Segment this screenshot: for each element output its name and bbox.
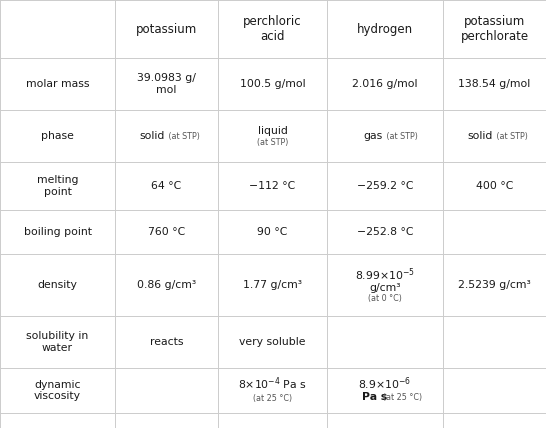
Text: −252.8 °C: −252.8 °C: [357, 227, 413, 237]
Text: potassium
perchlorate: potassium perchlorate: [460, 15, 529, 43]
Text: 2.016 g/mol: 2.016 g/mol: [352, 79, 418, 89]
Text: 760 °C: 760 °C: [148, 227, 185, 237]
Text: solubility in
water: solubility in water: [26, 331, 88, 353]
Text: 39.0983 g/
mol: 39.0983 g/ mol: [137, 73, 196, 95]
Text: −259.2 °C: −259.2 °C: [357, 181, 413, 191]
Text: 400 °C: 400 °C: [476, 181, 513, 191]
Text: 64 °C: 64 °C: [151, 181, 182, 191]
Text: 138.54 g/mol: 138.54 g/mol: [459, 79, 531, 89]
Text: phase: phase: [41, 131, 74, 141]
Text: (at 25 °C): (at 25 °C): [383, 393, 423, 402]
Text: (at STP): (at STP): [494, 132, 527, 141]
Text: 2.5239 g/cm³: 2.5239 g/cm³: [458, 280, 531, 290]
Text: 100.5 g/mol: 100.5 g/mol: [240, 79, 305, 89]
Text: potassium: potassium: [136, 23, 197, 36]
Text: −112 °C: −112 °C: [250, 181, 295, 191]
Text: melting
point: melting point: [37, 175, 78, 197]
Text: boiling point: boiling point: [23, 227, 92, 237]
Text: dynamic
viscosity: dynamic viscosity: [34, 380, 81, 401]
Text: 8.99$\times$10$^{-5}$: 8.99$\times$10$^{-5}$: [355, 267, 415, 283]
Text: (at STP): (at STP): [384, 132, 418, 141]
Text: molar mass: molar mass: [26, 79, 89, 89]
Text: g/cm³: g/cm³: [369, 283, 401, 293]
Text: Pa s: Pa s: [363, 392, 388, 402]
Text: 90 °C: 90 °C: [257, 227, 288, 237]
Text: hydrogen: hydrogen: [357, 23, 413, 36]
Text: reacts: reacts: [150, 337, 183, 347]
Text: (at STP): (at STP): [165, 132, 199, 141]
Text: 8$\times$10$^{-4}$ Pa s: 8$\times$10$^{-4}$ Pa s: [238, 375, 307, 392]
Text: very soluble: very soluble: [239, 337, 306, 347]
Text: 0.86 g/cm³: 0.86 g/cm³: [137, 280, 196, 290]
Text: liquid: liquid: [258, 126, 287, 136]
Text: (at 0 °C): (at 0 °C): [368, 294, 402, 303]
Text: density: density: [38, 280, 78, 290]
Text: (at 25 °C): (at 25 °C): [253, 394, 292, 403]
Text: 8.9$\times$10$^{-6}$: 8.9$\times$10$^{-6}$: [359, 375, 412, 392]
Text: solid: solid: [139, 131, 164, 141]
Text: (at STP): (at STP): [257, 139, 288, 148]
Text: perchloric
acid: perchloric acid: [243, 15, 302, 43]
Text: gas: gas: [364, 131, 383, 141]
Text: 1.77 g/cm³: 1.77 g/cm³: [243, 280, 302, 290]
Text: solid: solid: [467, 131, 492, 141]
